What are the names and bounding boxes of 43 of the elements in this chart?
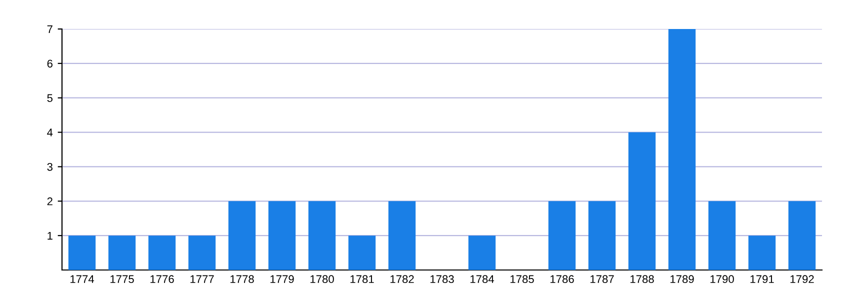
y-tick-label: 4	[47, 128, 53, 136]
x-tick-label: 1774	[70, 275, 94, 283]
x-tick-label: 1776	[150, 275, 174, 284]
bar	[188, 236, 216, 270]
bar	[228, 201, 256, 270]
bar	[388, 201, 416, 270]
x-tick-label: 1788	[630, 275, 654, 284]
x-tick-label: 1780	[310, 275, 334, 284]
x-tick-label: 1787	[590, 275, 614, 284]
bar	[668, 29, 696, 270]
x-tick-label: 1786	[550, 275, 574, 284]
x-tick-label: 1775	[110, 275, 134, 284]
bar	[308, 201, 336, 270]
y-tick-label: 2	[47, 197, 52, 206]
y-tick-label: 7	[47, 25, 52, 34]
x-tick-label: 1785	[510, 275, 534, 284]
bar	[68, 236, 96, 270]
bar	[348, 236, 376, 270]
bar	[748, 236, 776, 270]
x-tick-label: 1791	[750, 275, 774, 284]
bar	[788, 201, 816, 270]
x-tick-label: 1792	[790, 275, 814, 284]
x-tick-label: 1778	[230, 275, 254, 284]
bar	[628, 132, 656, 270]
y-tick-label: 1	[48, 232, 52, 240]
bar	[708, 201, 736, 270]
bar	[548, 201, 576, 270]
x-tick-label: 1790	[710, 275, 734, 284]
x-tick-label: 1777	[190, 275, 214, 283]
bar	[148, 236, 176, 270]
bar	[108, 236, 136, 270]
y-tick-label: 5	[47, 94, 53, 102]
x-tick-label: 1781	[350, 275, 374, 284]
x-tick-label: 1789	[670, 275, 694, 284]
y-tick-label: 3	[47, 162, 52, 171]
x-tick-label: 1779	[270, 275, 294, 284]
bar	[588, 201, 616, 270]
x-tick-label: 1782	[390, 275, 414, 284]
x-tick-label: 1783	[430, 275, 454, 284]
y-tick-label: 6	[47, 60, 52, 68]
bar	[268, 201, 296, 270]
x-tick-label: 1784	[470, 275, 494, 284]
bar	[468, 236, 496, 270]
